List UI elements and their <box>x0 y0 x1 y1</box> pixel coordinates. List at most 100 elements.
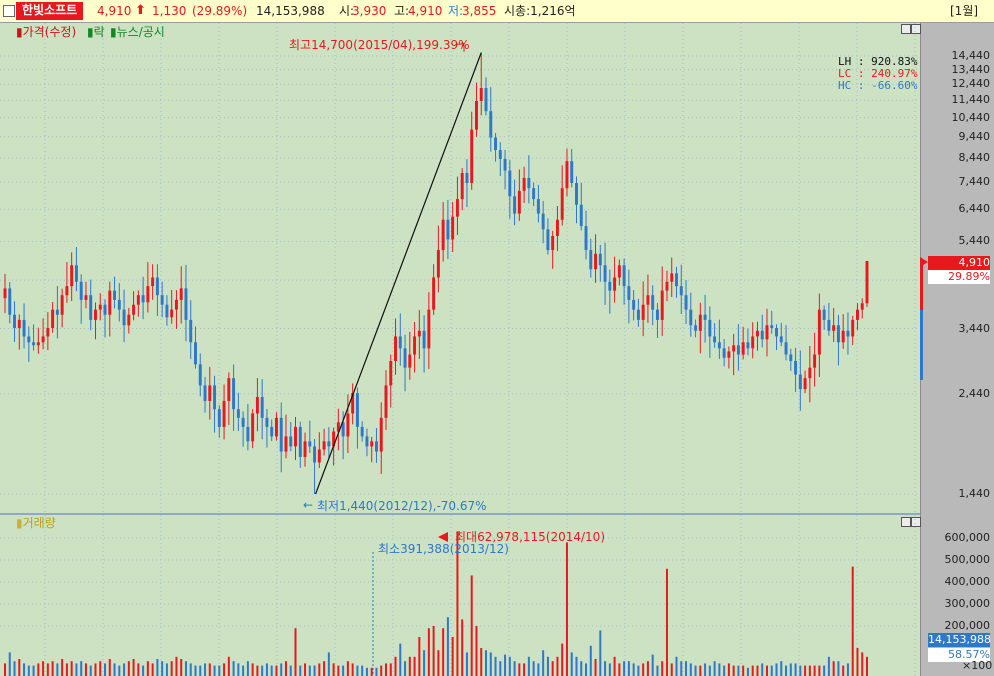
volume-bar <box>465 652 468 676</box>
price-axis-tick-label: 1,440 <box>958 487 991 500</box>
volume-bar <box>461 619 464 676</box>
volume-bar <box>394 656 397 676</box>
candle-body <box>551 235 555 251</box>
candle-body <box>174 299 178 310</box>
candle-body <box>251 413 255 442</box>
candle-body <box>708 319 712 337</box>
volume-bar <box>84 663 87 676</box>
candle-body <box>684 295 688 310</box>
candle-body <box>522 177 526 191</box>
legend-news-label: 뉴스/공시 <box>116 25 165 39</box>
price-axis-tick-label: 12,440 <box>951 77 991 91</box>
volume-bar <box>113 663 116 676</box>
volume-bar <box>808 665 811 676</box>
volume-bar <box>513 661 516 676</box>
candle-body <box>132 304 136 315</box>
volume-bar <box>470 575 473 676</box>
legend-lock-label: 락 <box>93 25 105 39</box>
volume-bar <box>356 665 359 676</box>
price-axis-tick-label: 9,440 <box>958 129 991 143</box>
candle-body <box>546 229 550 251</box>
volume-bar <box>323 661 326 676</box>
candle-body <box>770 325 774 328</box>
panel-divider[interactable] <box>0 513 994 515</box>
legend-item-volume[interactable]: ▮거래량 <box>16 516 56 530</box>
volume-low-annotation: 최소391,388(2013/12) <box>378 542 509 556</box>
volume-bar <box>761 663 764 676</box>
candle-body <box>155 277 159 296</box>
period-selector[interactable]: [1월] <box>950 4 979 18</box>
volume-bar <box>556 656 559 676</box>
candle-body <box>851 319 855 337</box>
volume-bar <box>384 663 387 676</box>
candle-body <box>479 88 483 101</box>
panel-close-icon[interactable] <box>911 24 921 34</box>
price-range-bar-down <box>920 310 923 380</box>
candle-body <box>284 436 288 452</box>
volume-bar <box>280 663 283 676</box>
y-axis <box>920 23 994 676</box>
candle-body <box>141 295 145 303</box>
volume-bar <box>342 665 345 676</box>
volume-bar <box>137 663 140 676</box>
candle-body <box>836 325 840 343</box>
volume-bar <box>642 663 645 676</box>
price-axis-tick-label: 8,440 <box>958 151 991 165</box>
panel-minimize-icon[interactable] <box>901 24 911 34</box>
candle-body <box>13 314 17 328</box>
price-axis-tick-label: 11,440 <box>951 93 991 107</box>
volume-bar <box>432 626 435 676</box>
open-label: 시: <box>339 4 355 18</box>
candle-body <box>160 295 164 305</box>
candle-body <box>755 330 759 337</box>
volume-bar <box>423 650 426 676</box>
volume-bar <box>380 665 383 676</box>
current-price-tag: 4,910 <box>928 256 990 270</box>
candle-body <box>660 290 664 320</box>
volume-panel-close-icon[interactable] <box>911 517 921 527</box>
volume-bar <box>489 652 492 676</box>
candle-body <box>446 219 450 240</box>
price-axis-tick-label: 10,440 <box>951 110 991 124</box>
volume-bar <box>265 663 268 676</box>
volume-bar <box>623 661 626 676</box>
stock-name[interactable]: 한빛소프트 <box>16 2 84 20</box>
price-low-annotation: 최저1,440(2012/12),-70.67% <box>317 499 487 513</box>
volume-bar <box>832 661 835 676</box>
candle-body <box>179 288 183 300</box>
candle-body <box>484 88 488 112</box>
candle-body <box>713 336 717 343</box>
candle-body <box>360 426 364 437</box>
volume-bar <box>365 667 368 676</box>
price-high-annotation: 최고14,700(2015/04),199.39% <box>289 38 470 52</box>
candle-body <box>698 314 702 331</box>
legend-item-price[interactable]: ▮가격(수정) <box>16 25 77 39</box>
volume-bar <box>346 661 349 676</box>
candle-body <box>517 190 521 214</box>
candle-body <box>489 111 493 138</box>
candle-body <box>217 409 221 427</box>
volume-bar <box>794 663 797 676</box>
volume-bar <box>594 659 597 676</box>
candle-body <box>555 219 559 236</box>
candle-body <box>579 204 583 227</box>
volume-bar <box>408 656 411 676</box>
candle-body <box>355 393 359 427</box>
select-checkbox[interactable] <box>3 5 15 17</box>
volume-bar <box>665 568 668 676</box>
legend-item-lock[interactable]: ▮락 <box>87 25 105 39</box>
volume-bar <box>589 645 592 676</box>
volume-panel[interactable] <box>0 515 920 676</box>
candle-body <box>327 441 331 447</box>
volume-bar <box>375 667 378 676</box>
price-panel[interactable] <box>0 23 920 513</box>
volume-panel-minimize-icon[interactable] <box>901 517 911 527</box>
volume-axis-tick-label: 300,000 <box>944 597 991 610</box>
legend-price-label: 가격(수정) <box>22 25 77 39</box>
legend-item-news[interactable]: ▮뉴스/공시 <box>110 25 165 39</box>
candle-body <box>865 260 869 304</box>
candle-body <box>813 354 817 368</box>
volume-bar <box>651 654 654 676</box>
candle-body <box>184 288 188 320</box>
volume-bar <box>427 628 430 676</box>
